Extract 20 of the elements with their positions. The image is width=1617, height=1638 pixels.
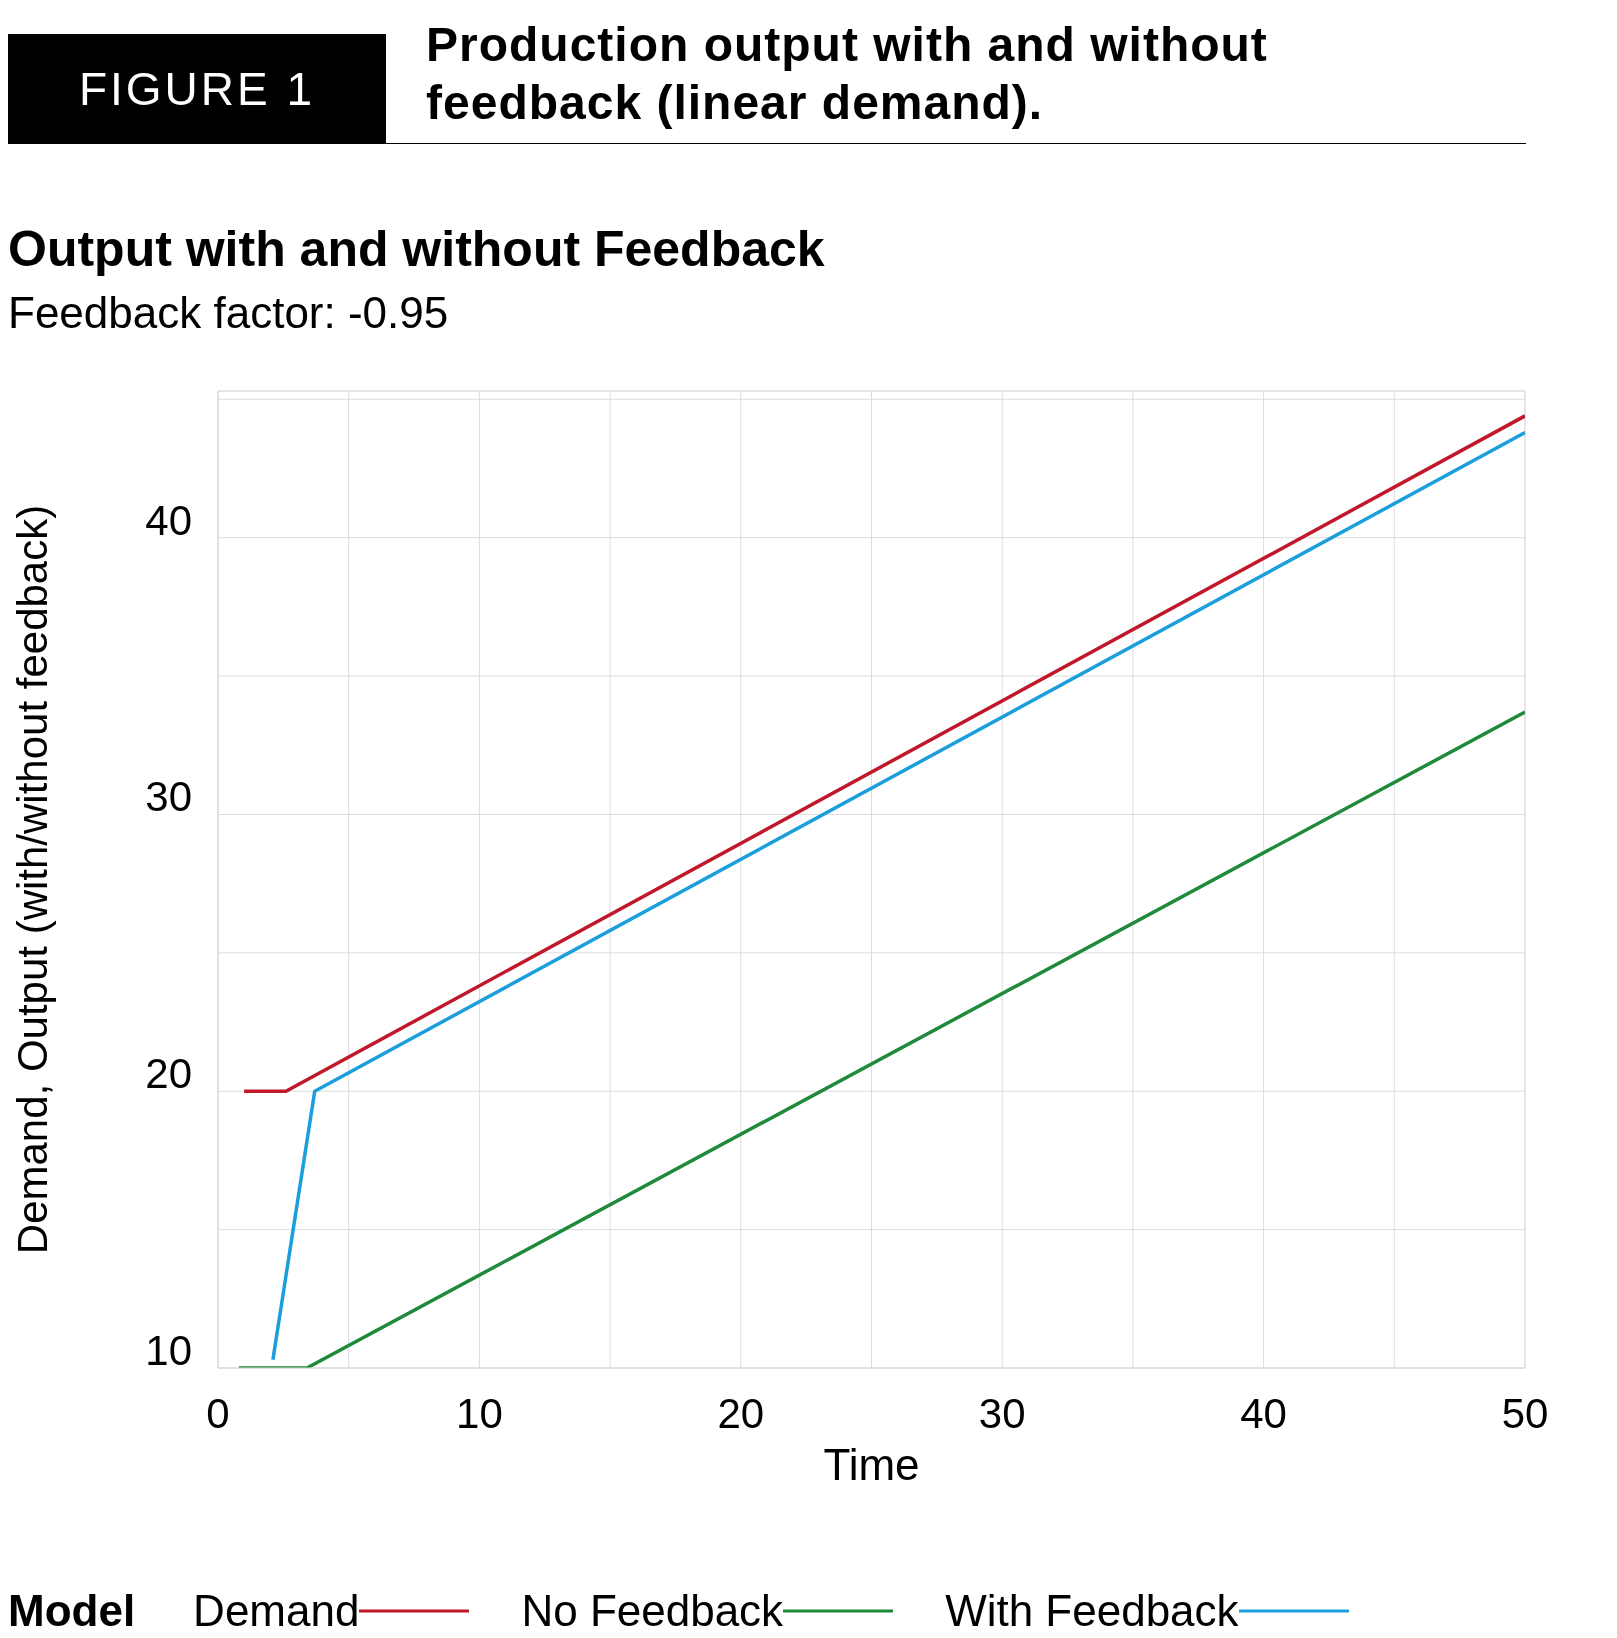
x-tick-label: 20 [717, 1389, 765, 1437]
x-axis-title: Time [823, 1440, 920, 1489]
x-tick-label: 30 [978, 1389, 1026, 1437]
legend-label: No Feedback [521, 1586, 784, 1636]
x-tick-label: 10 [456, 1389, 503, 1437]
legend-label: Demand [193, 1586, 360, 1636]
y-tick-label: 20 [145, 1050, 192, 1098]
x-tick-label: 50 [1501, 1389, 1549, 1437]
y-tick-label: 30 [145, 773, 192, 821]
chart-title: Output with and without Feedback [8, 220, 825, 278]
x-tick-label: 0 [206, 1389, 230, 1437]
text: Production output with and without feedback (linear demand). [426, 17, 1269, 131]
caption: FIGURE 1 [8, 34, 386, 144]
y-axis-title: Demand, Output (with/without feedback) [8, 504, 56, 1255]
chart-subtitle: Feedback factor: -0.95 [8, 288, 449, 338]
legend-title: Model [8, 1586, 136, 1636]
x-tick-label: 40 [1240, 1389, 1287, 1437]
y-tick-label: 10 [145, 1326, 192, 1374]
legend-label: With Feedback [945, 1586, 1239, 1636]
y-tick-label: 40 [145, 496, 192, 544]
